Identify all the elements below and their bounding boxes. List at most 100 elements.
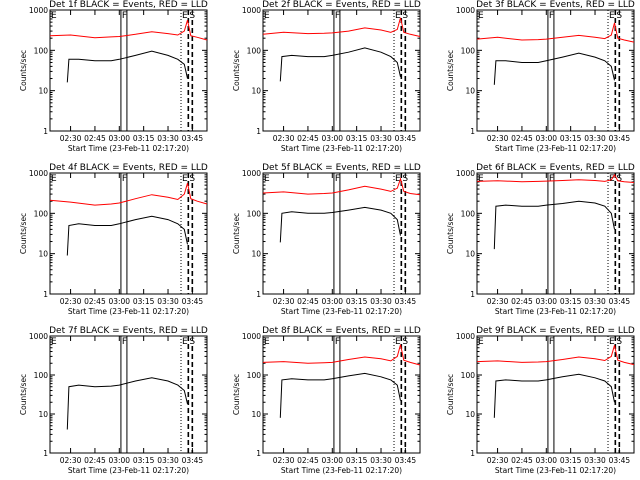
x-tick-label: 03:15: [560, 297, 582, 306]
chart-panel-4: Det 4f BLACK = Events, RED = LLD 1 10 100 10…: [19, 163, 208, 316]
x-axis-label: Start Time (23-Feb-11 02:17:20): [495, 144, 616, 153]
marker-label-e: E: [395, 11, 401, 21]
marker-label-f: F: [335, 11, 340, 21]
x-tick-label: 02:30: [487, 456, 509, 465]
x-tick-label: 02:45: [297, 134, 319, 143]
panel-title: Det 3f BLACK = Events, RED = LLD: [476, 0, 635, 10]
x-tick-label: 03:30: [157, 297, 179, 306]
chart-panel-3: Det 3f BLACK = Events, RED = LLD 1 10 100 10…: [446, 0, 635, 153]
y-tick-label: 100: [461, 371, 476, 380]
marker-label-e: E: [182, 174, 188, 184]
marker-label-e: E: [182, 11, 188, 21]
x-axis-label: Start Time (23-Feb-11 02:17:20): [281, 466, 402, 475]
marker-label-f: F: [549, 337, 554, 347]
x-tick-label: 03:15: [346, 134, 368, 143]
x-axis-label: Start Time (23-Feb-11 02:17:20): [495, 466, 616, 475]
x-tick-label: 03:30: [584, 134, 606, 143]
y-tick-label: 10: [38, 250, 48, 259]
series-black-events: [279, 47, 401, 82]
x-tick-label: 02:30: [273, 456, 295, 465]
y-tick-label: 1: [256, 290, 261, 299]
x-tick-label: 02:30: [60, 134, 82, 143]
marker-label-e: E: [478, 11, 484, 21]
x-axis-label: Start Time (23-Feb-11 02:17:20): [495, 307, 616, 316]
y-tick-label: 10: [251, 250, 261, 259]
x-tick-label: 03:30: [584, 456, 606, 465]
y-tick-label: 1000: [242, 6, 261, 15]
x-tick-label: 03:30: [370, 297, 392, 306]
x-tick-label: 02:30: [273, 134, 295, 143]
plot-frame: [476, 335, 635, 454]
marker-label-e: E: [395, 174, 401, 184]
y-tick-label: 100: [34, 46, 49, 55]
x-tick-label: 03:00: [321, 456, 343, 465]
y-tick-label: 1000: [456, 332, 475, 341]
marker-label-e: E: [182, 337, 188, 347]
x-tick-label: 02:30: [60, 456, 82, 465]
x-tick-label: 03:45: [395, 456, 417, 465]
panel-title: Det 9f BLACK = Events, RED = LLD: [476, 326, 635, 336]
y-tick-label: 1: [43, 290, 48, 299]
panel-title: Det 7f BLACK = Events, RED = LLD: [49, 326, 208, 336]
x-tick-label: 03:15: [560, 456, 582, 465]
series-black-events: [66, 377, 188, 430]
marker-label-e: E: [51, 11, 57, 21]
chart-panel-5: Det 5f BLACK = Events, RED = LLD 1 10 100 10…: [232, 163, 421, 316]
marker-label-e: E: [609, 337, 615, 347]
marker-label-s: S: [402, 11, 408, 21]
chart-panel-1: Det 1f BLACK = Events, RED = LLD 1 10 100 10…: [19, 0, 208, 153]
x-tick-label: 03:30: [584, 297, 606, 306]
y-tick-label: 100: [247, 46, 262, 55]
y-axis-label: Counts/sec: [232, 374, 241, 415]
y-tick-label: 1: [43, 449, 48, 458]
y-tick-label: 1: [256, 127, 261, 136]
plot-frame: [476, 172, 635, 295]
series-black-events: [493, 52, 615, 85]
chart-panel-8: Det 8f BLACK = Events, RED = LLD 1 10 100 10…: [232, 326, 421, 475]
x-axis-label: Start Time (23-Feb-11 02:17:20): [281, 144, 402, 153]
chart-panel-6: Det 6f BLACK = Events, RED = LLD 1 10 100 10…: [446, 163, 635, 316]
plot-frame: [476, 9, 635, 132]
y-tick-label: 1000: [456, 169, 475, 178]
series-red-lld: [49, 20, 208, 41]
x-tick-label: 03:00: [535, 456, 557, 465]
marker-label-f: F: [122, 174, 127, 184]
y-axis-label: Counts/sec: [232, 213, 241, 254]
x-tick-label: 03:30: [157, 456, 179, 465]
x-tick-label: 03:30: [370, 456, 392, 465]
x-axis-label: Start Time (23-Feb-11 02:17:20): [281, 307, 402, 316]
x-tick-label: 03:45: [182, 297, 204, 306]
x-tick-label: 02:45: [84, 456, 106, 465]
x-tick-label: 03:45: [395, 297, 417, 306]
y-tick-label: 1: [43, 127, 48, 136]
x-axis-label: Start Time (23-Feb-11 02:17:20): [68, 144, 189, 153]
x-tick-label: 03:15: [133, 297, 155, 306]
y-tick-label: 100: [34, 209, 49, 218]
y-tick-label: 10: [251, 410, 261, 419]
x-tick-label: 03:15: [560, 134, 582, 143]
x-tick-label: 02:30: [487, 134, 509, 143]
x-tick-label: 03:00: [321, 297, 343, 306]
x-tick-label: 02:45: [511, 456, 533, 465]
series-black-events: [66, 50, 188, 83]
x-tick-label: 03:30: [370, 134, 392, 143]
x-tick-label: 03:45: [182, 134, 204, 143]
marker-label-f: F: [122, 11, 127, 21]
x-tick-label: 03:45: [182, 456, 204, 465]
marker-label-e: E: [51, 174, 57, 184]
marker-label-e: E: [478, 337, 484, 347]
y-tick-label: 100: [247, 371, 262, 380]
y-tick-label: 10: [38, 87, 48, 96]
series-red-lld: [262, 177, 421, 196]
marker-label-s: S: [189, 174, 195, 184]
y-tick-label: 1000: [242, 169, 261, 178]
x-tick-label: 02:30: [487, 297, 509, 306]
x-tick-label: 02:45: [84, 134, 106, 143]
y-axis-label: Counts/sec: [19, 374, 28, 415]
marker-label-e: E: [264, 11, 270, 21]
marker-label-e: E: [51, 337, 57, 347]
panel-title: Det 4f BLACK = Events, RED = LLD: [49, 163, 208, 173]
series-red-lld: [262, 344, 421, 366]
marker-label-s: S: [402, 174, 408, 184]
series-red-lld: [49, 183, 208, 206]
